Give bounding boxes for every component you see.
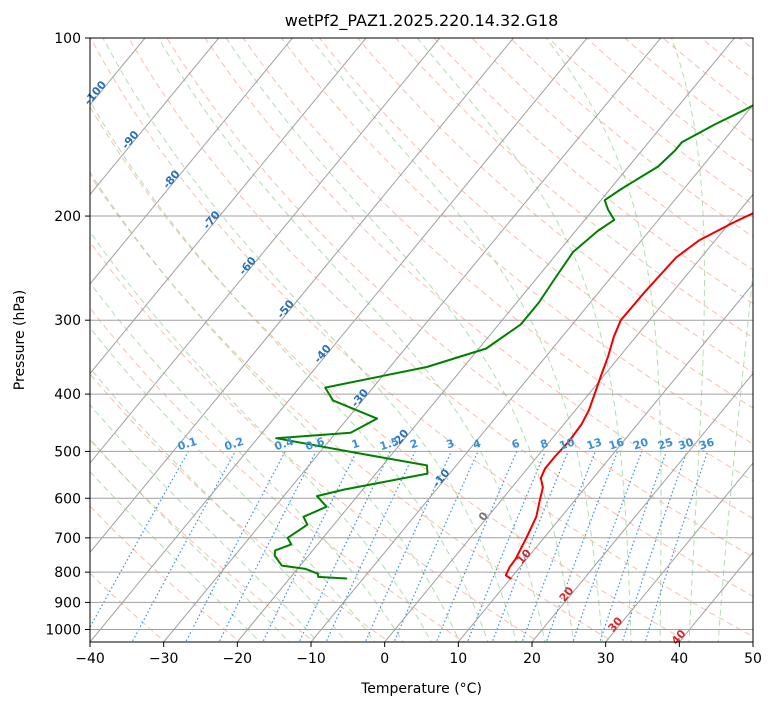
moist-adiabat-line	[90, 367, 347, 642]
moist-adiabat-line	[310, 38, 603, 642]
dry-adiabat-line	[128, 38, 753, 597]
plot-background	[90, 38, 753, 642]
moist-adiabat-line	[717, 266, 753, 642]
y-tick-label: 900	[54, 595, 81, 611]
y-tick-label: 700	[54, 531, 81, 547]
mixing-ratio-line	[521, 451, 596, 642]
temperature-profile-line	[504, 212, 753, 580]
moist-adiabat-line	[102, 38, 518, 642]
isotherm-line	[90, 38, 294, 285]
y-tick-label: 1000	[45, 623, 81, 639]
x-tick-label: 50	[744, 651, 762, 667]
dry-adiabat-line	[166, 38, 753, 558]
dry-adiabat-line	[433, 38, 753, 305]
mixing-ratio-line	[644, 451, 709, 642]
mixing-ratio-label: 10	[558, 435, 577, 452]
x-tick-label: −20	[223, 651, 253, 667]
isotherm-line	[310, 104, 753, 642]
y-tick-label: 600	[54, 491, 81, 507]
y-tick-label: 800	[54, 565, 81, 581]
dry-adiabat-line	[90, 38, 753, 638]
isotherm-line	[531, 372, 753, 642]
mixing-ratio-line	[298, 451, 391, 642]
mixing-ratio-label: 4	[471, 437, 483, 452]
moist-adiabat-line	[90, 230, 432, 642]
series-layer	[273, 104, 753, 580]
x-tick-label: 20	[523, 651, 541, 667]
mixing-ratio-line	[572, 451, 643, 642]
moist-adiabat-line	[157, 38, 546, 642]
moist-adiabat-line	[90, 326, 376, 642]
y-tick-label: 300	[54, 313, 81, 329]
mixing-ratio-label: 36	[697, 435, 716, 452]
moist-adiabat-line	[90, 171, 461, 642]
dry-adiabat-line	[242, 38, 753, 482]
x-tick-label: 0	[380, 651, 389, 667]
dry-adiabat-line	[395, 38, 753, 339]
mixing-ratio-label: 30	[677, 435, 696, 452]
mixing-ratio-line	[599, 451, 668, 642]
dry-adiabat-line	[280, 38, 753, 445]
y-tick-label: 100	[54, 31, 81, 47]
x-tick-label: 10	[449, 651, 467, 667]
mixing-ratio-label: 0.6	[304, 435, 327, 453]
isotherm-line	[457, 283, 753, 642]
isotherm-line	[90, 38, 588, 642]
mixing-ratio-label: 1	[350, 437, 361, 452]
isotherm-line	[384, 193, 753, 642]
isotherm-line	[90, 38, 367, 375]
x-tick-label: −30	[149, 651, 179, 667]
moist-adiabat-line	[545, 38, 662, 642]
y-tick-label: 400	[54, 387, 81, 403]
x-tick-label: 30	[597, 651, 615, 667]
isotherm-line	[90, 38, 441, 464]
moist-adiabat-line	[90, 281, 404, 642]
x-tick-label: −40	[75, 651, 105, 667]
moist-adiabat-line	[671, 38, 705, 642]
x-tick-label: 40	[670, 651, 688, 667]
x-tick-label: −10	[296, 651, 326, 667]
y-axis-label: Pressure (hPa)	[12, 290, 28, 390]
isotherm-line	[90, 38, 220, 196]
grid-layer	[90, 38, 753, 642]
moist-adiabat-line	[90, 438, 290, 642]
x-axis-label: Temperature (°C)	[360, 681, 482, 697]
y-tick-label: 200	[54, 209, 81, 225]
moist-adiabat-line	[90, 100, 489, 642]
isotherm-line	[236, 38, 736, 642]
moist-adiabat-line	[225, 38, 575, 642]
isotherm-line	[90, 38, 515, 554]
moist-adiabat-line	[90, 470, 261, 642]
dewpoint-profile-line	[273, 104, 753, 580]
isotherm-line	[605, 462, 753, 642]
mixing-ratio-line	[621, 451, 688, 642]
mixing-ratio-label: 0.1	[176, 435, 199, 453]
mixing-ratio-label: 6	[510, 437, 522, 452]
moist-adiabat-line	[416, 38, 632, 642]
dry-adiabat-line	[90, 241, 540, 642]
mixing-ratio-label: 1.5	[378, 435, 401, 453]
chart-title: wetPf2_PAZ1.2025.220.14.32.G18	[285, 11, 559, 31]
mixing-ratio-line	[545, 451, 619, 642]
isotherm-line	[163, 38, 662, 642]
mixing-ratio-line	[325, 451, 416, 642]
y-tick-label: 500	[54, 444, 81, 460]
mixing-ratio-label: 25	[656, 436, 675, 453]
mixing-ratio-label: 20	[631, 435, 650, 452]
axes: −40 −30 −20 −10 0 10 20 30 40 5010020030040050060…	[45, 31, 762, 667]
mixing-ratio-label: 8	[539, 437, 550, 452]
mixing-ratio-label: 13	[585, 436, 604, 453]
mixing-ratio-label: 3	[445, 437, 456, 452]
mixing-ratio-label: 16	[607, 435, 626, 452]
mixing-ratio-label: 0.4	[273, 435, 296, 453]
mixing-ratio-line	[218, 451, 317, 642]
mixing-ratio-line	[185, 451, 286, 642]
mixing-ratio-line	[435, 451, 518, 642]
mixing-ratio-label: 2	[408, 437, 419, 452]
dry-adiabat-line	[204, 38, 753, 520]
mixing-ratio-label: 0.2	[223, 435, 246, 453]
plot-frame	[89, 37, 754, 643]
